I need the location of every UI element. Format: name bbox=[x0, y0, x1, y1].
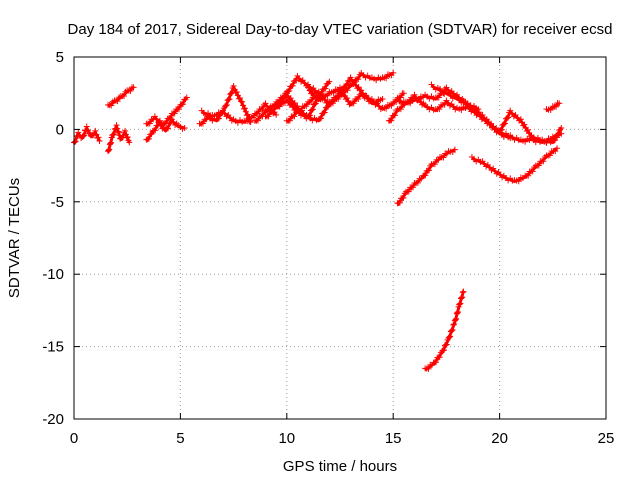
plot-frame bbox=[73, 56, 607, 420]
grid-lines bbox=[74, 57, 606, 419]
axis-ticks: 0 5 10 15 20 25 -20 -15 -10 -5 0 5 bbox=[42, 49, 614, 447]
series-markers bbox=[105, 84, 137, 109]
series-seg-late-2 bbox=[394, 91, 514, 142]
series-seg-early-2 bbox=[105, 122, 133, 155]
series-markers bbox=[305, 84, 407, 113]
series-seg-late-3 bbox=[428, 81, 565, 146]
series-seg-mid-1 bbox=[196, 83, 254, 127]
series-seg-mid-7 bbox=[305, 84, 407, 113]
x-tick-label: 5 bbox=[176, 430, 184, 447]
x-tick-label: 20 bbox=[491, 430, 508, 447]
series-markers bbox=[394, 146, 458, 207]
x-tick-label: 10 bbox=[278, 430, 295, 447]
data-points bbox=[71, 69, 565, 372]
series-markers bbox=[143, 116, 188, 143]
series-seg-late-5 bbox=[543, 100, 563, 114]
series-markers bbox=[543, 100, 563, 114]
series-line bbox=[396, 94, 511, 140]
series-markers bbox=[496, 107, 565, 146]
y-tick-label: -10 bbox=[42, 266, 64, 283]
y-tick-label: 0 bbox=[56, 121, 64, 138]
series-markers bbox=[71, 123, 103, 146]
series-seg-early-4 bbox=[143, 116, 188, 143]
series-seg-neg-1 bbox=[394, 146, 458, 207]
series-markers bbox=[422, 288, 467, 372]
y-tick-label: -20 bbox=[42, 411, 64, 428]
series-seg-neg-2 bbox=[468, 145, 561, 185]
chart-title: Day 184 of 2017, Sidereal Day-to-day VTE… bbox=[68, 21, 613, 38]
series-markers bbox=[428, 81, 565, 146]
series-markers bbox=[143, 94, 190, 127]
x-tick-label: 25 bbox=[598, 430, 615, 447]
series-markers bbox=[468, 145, 561, 185]
series-seg-early-1 bbox=[71, 123, 103, 146]
series-seg-late-4 bbox=[496, 107, 565, 146]
series-seg-early-3 bbox=[105, 84, 137, 109]
y-tick-label: -5 bbox=[51, 194, 64, 211]
x-tick-label: 15 bbox=[385, 430, 402, 447]
y-tick-label: -15 bbox=[42, 339, 64, 356]
y-tick-label: 5 bbox=[56, 49, 64, 66]
series-seg-early-5 bbox=[143, 94, 190, 127]
series-markers bbox=[105, 122, 133, 155]
x-tick-label: 0 bbox=[70, 430, 78, 447]
series-seg-neg-3 bbox=[422, 288, 467, 372]
y-axis-label: SDTVAR / TECUs bbox=[6, 178, 23, 298]
x-axis-label: GPS time / hours bbox=[283, 458, 397, 475]
